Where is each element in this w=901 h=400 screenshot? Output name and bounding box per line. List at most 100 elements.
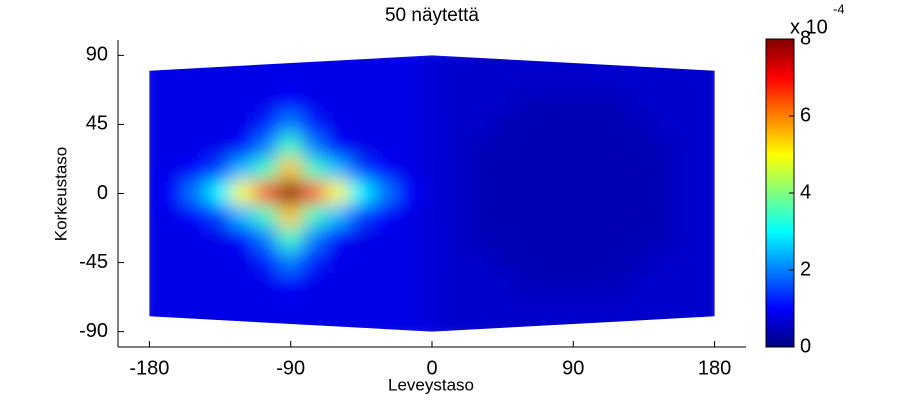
heat-cell [560,180,587,207]
heat-cell [183,250,210,276]
heat-cell [631,250,657,276]
heat-cell [395,180,422,207]
heat-cell [560,227,587,253]
heat-cell [654,111,681,137]
heat-cell [466,227,492,253]
y-tick-label: -45 [79,251,108,273]
heat-cell [325,204,351,230]
heat-cell [395,65,422,91]
heat-cell [395,157,422,183]
heat-cell [160,296,186,322]
heat-cell [442,180,469,207]
heat-cell [584,250,610,276]
heat-cell [489,296,516,322]
heat-cell [513,250,539,276]
heat-cell [654,180,681,207]
heat-cell [701,204,715,230]
heat-cell [230,180,257,207]
heat-cell [160,157,186,183]
heat-cell [466,65,492,91]
heat-cell [277,157,304,183]
heat-cell [701,296,715,322]
heat-cell [301,111,328,137]
heat-cell [442,157,469,183]
heat-cell [395,273,422,299]
heat-cell [489,273,516,299]
heat-cell [607,204,634,230]
heat-cell [254,55,280,68]
heat-cell [325,319,351,332]
colorbar-tick-label: 4 [800,181,811,203]
heat-cell [701,157,715,183]
heat-cell [466,273,492,299]
heat-cell [160,227,186,253]
heat-cell [442,55,469,68]
x-tick-label: -90 [276,357,305,379]
heat-cell [149,273,163,299]
heat-cell [654,55,681,68]
heat-cell [301,134,328,160]
heat-cell [701,180,715,207]
heat-cell [254,157,280,183]
heat-cell [442,273,469,299]
heat-cell [631,296,657,322]
heat-cell [230,273,257,299]
heat-cell [513,180,539,207]
heat-cell [419,134,445,160]
heat-cell [301,296,328,322]
heat-cell [466,157,492,183]
heat-cell [230,55,257,68]
heat-cell [277,250,304,276]
heat-cell [230,250,257,276]
heat-cell [419,273,445,299]
heat-cell [149,180,163,207]
heat-cell [584,157,610,183]
heat-cell [160,134,186,160]
heat-cell [183,111,210,137]
heat-cell [395,250,422,276]
heat-cell [254,204,280,230]
y-tick-label: 45 [86,113,108,135]
heat-cell [654,319,681,332]
heat-cell [395,319,422,332]
heat-cell [372,204,398,230]
heat-cell [395,227,422,253]
heat-cell [183,296,210,322]
heat-cell [513,204,539,230]
heat-cell [325,111,351,137]
colorbar-tick-label: 8 [800,27,811,49]
heat-cell [254,273,280,299]
heat-cell [584,204,610,230]
heat-cell [277,273,304,299]
heat-cell [230,111,257,137]
heat-cell [442,88,469,114]
heat-cell [607,273,634,299]
heat-cell [348,65,375,91]
heat-cell [372,319,398,332]
heat-cell [325,134,351,160]
heat-cell [183,55,210,68]
heat-cell [654,250,681,276]
heat-cell [489,157,516,183]
heat-cell [678,134,704,160]
heat-cell [654,227,681,253]
heat-cell [513,157,539,183]
heat-cell [395,88,422,114]
heat-cell [560,157,587,183]
heat-cell [348,250,375,276]
heat-cell [442,250,469,276]
heat-cell [348,319,375,332]
y-tick-label: 90 [86,44,108,66]
heat-cell [631,180,657,207]
heat-cell [536,88,563,114]
heat-cell [607,250,634,276]
heat-cell [631,88,657,114]
heat-cell [560,319,587,332]
heat-cell [207,134,233,160]
heat-cell [183,88,210,114]
heat-cell [254,180,280,207]
heat-cell [207,227,233,253]
heat-cell [513,296,539,322]
heat-cell [466,180,492,207]
